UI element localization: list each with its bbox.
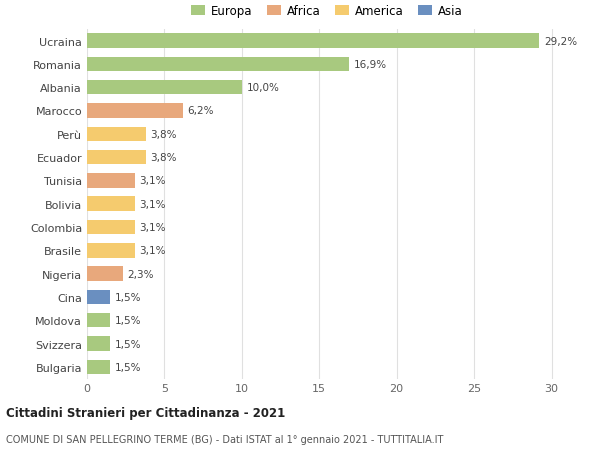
Text: 3,1%: 3,1% <box>140 176 166 186</box>
Text: 3,8%: 3,8% <box>151 129 177 140</box>
Bar <box>87 104 183 118</box>
Text: 10,0%: 10,0% <box>247 83 280 93</box>
Text: Cittadini Stranieri per Cittadinanza - 2021: Cittadini Stranieri per Cittadinanza - 2… <box>6 406 285 419</box>
Text: 1,5%: 1,5% <box>115 292 142 302</box>
Bar <box>87 197 135 212</box>
Bar <box>87 151 146 165</box>
Bar <box>87 57 349 72</box>
Bar <box>87 34 539 49</box>
Text: 1,5%: 1,5% <box>115 315 142 325</box>
Bar <box>87 220 135 235</box>
Bar <box>87 127 146 142</box>
Text: 3,1%: 3,1% <box>140 199 166 209</box>
Text: 29,2%: 29,2% <box>544 36 577 46</box>
Text: 16,9%: 16,9% <box>353 60 386 70</box>
Text: 3,8%: 3,8% <box>151 153 177 163</box>
Legend: Europa, Africa, America, Asia: Europa, Africa, America, Asia <box>189 3 465 21</box>
Text: 2,3%: 2,3% <box>127 269 154 279</box>
Bar <box>87 313 110 328</box>
Text: 1,5%: 1,5% <box>115 339 142 349</box>
Text: 6,2%: 6,2% <box>188 106 214 116</box>
Text: 3,1%: 3,1% <box>140 223 166 233</box>
Bar <box>87 360 110 374</box>
Bar <box>87 174 135 188</box>
Bar <box>87 81 242 95</box>
Bar <box>87 336 110 351</box>
Bar <box>87 290 110 304</box>
Bar <box>87 244 135 258</box>
Text: 1,5%: 1,5% <box>115 362 142 372</box>
Text: 3,1%: 3,1% <box>140 246 166 256</box>
Text: COMUNE DI SAN PELLEGRINO TERME (BG) - Dati ISTAT al 1° gennaio 2021 - TUTTITALIA: COMUNE DI SAN PELLEGRINO TERME (BG) - Da… <box>6 434 443 444</box>
Bar <box>87 267 122 281</box>
